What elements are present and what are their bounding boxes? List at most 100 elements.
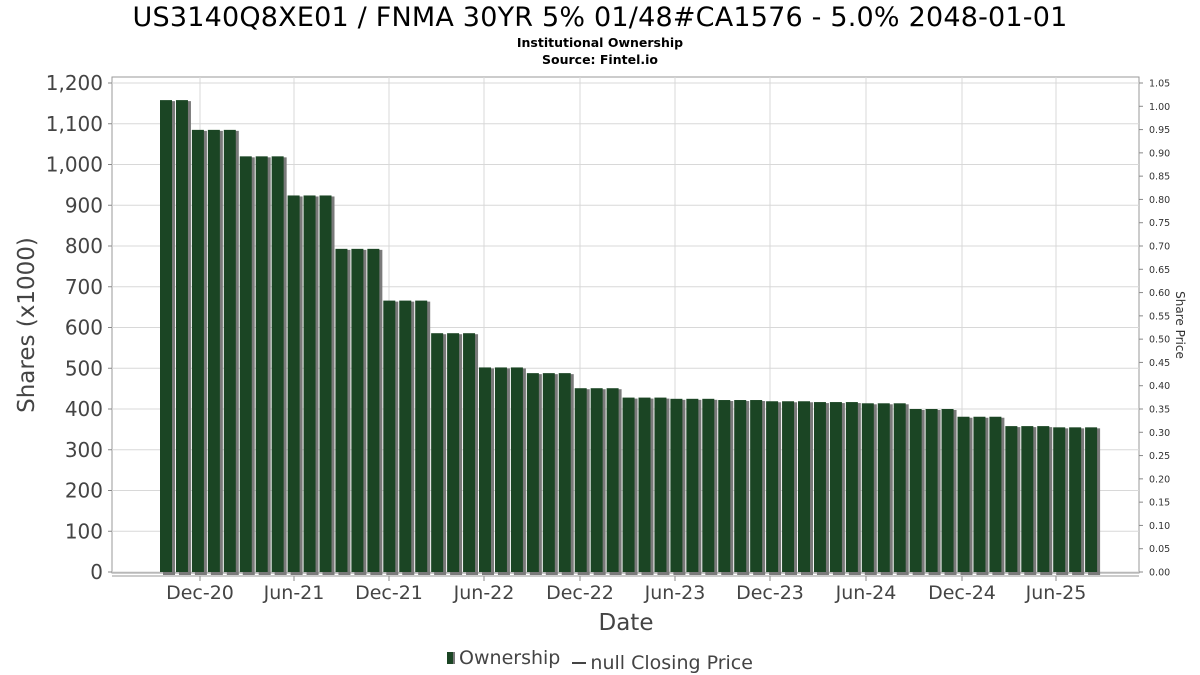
bar <box>1021 426 1034 572</box>
bar <box>638 397 651 572</box>
y2-axis-title: Share Price <box>1173 291 1187 359</box>
chart-title: US3140Q8XE01 / FNMA 30YR 5% 01/48#CA1576… <box>132 2 1068 33</box>
bar <box>271 156 284 572</box>
y2-tick-label: 0.25 <box>1149 451 1170 462</box>
bar <box>175 100 188 573</box>
bar <box>383 300 396 572</box>
bar <box>861 403 874 572</box>
bar <box>494 367 507 572</box>
bar <box>510 367 523 572</box>
y-axis-title: Shares (x1000) <box>14 237 40 413</box>
bar <box>303 195 316 572</box>
y-tick-label: 300 <box>65 438 103 462</box>
bar <box>877 403 890 572</box>
bar <box>798 401 810 572</box>
bar <box>686 398 699 572</box>
x-tick-label: Dec-23 <box>736 582 804 604</box>
bar <box>750 400 763 572</box>
y-axis-right: 0.00 0.05 0.10 0.15 0.20 0.25 0.30 0.35 0.40 0.45… <box>1139 79 1170 579</box>
bar <box>287 195 300 572</box>
y2-tick-label: 0.45 <box>1149 358 1170 369</box>
bar <box>223 129 236 573</box>
y-tick-label: 200 <box>65 479 103 503</box>
y-tick-label: 1,000 <box>46 153 103 177</box>
bar <box>989 416 1002 572</box>
bar <box>526 373 539 572</box>
bar <box>782 401 795 572</box>
y2-tick-label: 0.65 <box>1149 265 1170 276</box>
y2-tick-label: 0.35 <box>1149 405 1170 416</box>
x-tick-label: Dec-24 <box>928 582 996 604</box>
y2-tick-label: 0.15 <box>1149 498 1170 509</box>
x-tick-label: Dec-22 <box>546 582 614 604</box>
x-tick-label: Jun-25 <box>1025 582 1087 604</box>
bar <box>574 388 587 572</box>
bar <box>255 156 268 572</box>
y2-tick-label: 0.75 <box>1149 218 1170 229</box>
bar <box>431 333 444 572</box>
y2-tick-label: 0.55 <box>1149 311 1170 322</box>
bar <box>622 397 635 572</box>
bar <box>654 397 667 572</box>
bar <box>351 248 364 573</box>
bar <box>191 129 204 573</box>
y2-tick-label: 0.20 <box>1149 474 1170 485</box>
y2-tick-label: 0.60 <box>1149 288 1170 299</box>
bar-series-ownership <box>160 100 1101 576</box>
legend-item-ownership: Ownership <box>447 647 560 669</box>
y2-tick-label: 1.00 <box>1149 102 1170 113</box>
bar <box>239 156 252 572</box>
bar <box>909 409 922 572</box>
y2-tick-label: 1.05 <box>1149 79 1170 90</box>
y2-tick-label: 0.80 <box>1149 195 1170 206</box>
bar <box>1005 426 1018 572</box>
chart-source: Source: Fintel.io <box>542 52 658 67</box>
bar <box>463 333 476 572</box>
bar <box>1053 427 1066 572</box>
legend-item-closing-price: null Closing Price <box>566 652 753 674</box>
y2-tick-label: 0.50 <box>1149 335 1170 346</box>
bar <box>319 195 332 572</box>
x-tick-label: Jun-21 <box>263 582 325 604</box>
chart-subtitle: Institutional Ownership <box>516 35 684 50</box>
bar <box>813 402 826 572</box>
bar <box>447 333 460 572</box>
x-tick-label: Jun-23 <box>644 582 706 604</box>
y-tick-label: 600 <box>65 316 103 340</box>
bar <box>479 367 491 572</box>
bar <box>335 248 348 573</box>
bar <box>1037 426 1050 572</box>
x-tick-label: Dec-20 <box>166 582 234 604</box>
bar <box>606 388 619 572</box>
bar <box>207 129 220 573</box>
x-axis: Dec-20 Jun-21 Dec-21 Jun-22 Dec-22 Jun-23 Dec-… <box>166 576 1086 604</box>
bar <box>1069 427 1082 572</box>
bar <box>558 373 571 572</box>
bar <box>415 300 428 572</box>
y2-tick-label: 0.70 <box>1149 242 1170 253</box>
bar <box>893 403 906 572</box>
bar <box>590 388 603 572</box>
bar <box>829 402 842 572</box>
y2-tick-label: 0.00 <box>1149 568 1170 579</box>
bar <box>542 373 555 572</box>
x-tick-label: Jun-24 <box>835 582 897 604</box>
y-tick-label: 100 <box>65 519 103 543</box>
bar <box>734 400 747 572</box>
bar <box>367 248 380 573</box>
chart-legend: Ownership null Closing Price <box>0 647 1200 674</box>
y2-tick-label: 0.95 <box>1149 125 1170 136</box>
y2-tick-label: 0.40 <box>1149 381 1170 392</box>
y2-tick-label: 0.30 <box>1149 428 1170 439</box>
bar-swatch-icon <box>447 652 456 664</box>
bar <box>399 300 412 572</box>
bar <box>845 402 858 572</box>
bar <box>957 416 970 572</box>
y-tick-label: 800 <box>65 234 103 258</box>
bar <box>925 409 938 572</box>
y-tick-label: 900 <box>65 193 103 217</box>
legend-label-closing-price: null Closing Price <box>590 652 753 674</box>
y2-tick-label: 0.85 <box>1149 172 1170 183</box>
bar <box>718 400 731 572</box>
